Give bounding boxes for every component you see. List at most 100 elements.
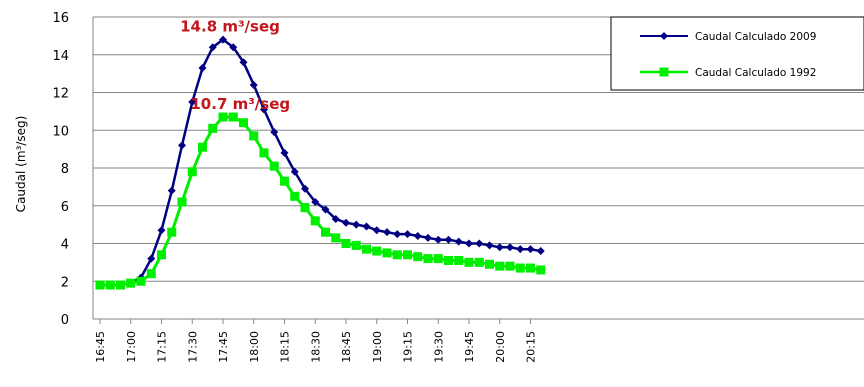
- y-tick-label: 6: [61, 200, 69, 215]
- data-point: [526, 263, 535, 273]
- x-tick-label: 18:00: [248, 331, 261, 363]
- data-point: [516, 245, 525, 254]
- legend-box: [610, 16, 864, 91]
- data-point: [331, 233, 341, 243]
- x-tick-label: 18:45: [340, 331, 353, 363]
- x-tick-label: 18:15: [279, 331, 292, 363]
- y-tick-label: 16: [52, 11, 69, 26]
- data-point: [392, 250, 402, 260]
- data-point: [126, 278, 136, 288]
- y-tick-label: 8: [61, 162, 69, 177]
- data-point: [105, 280, 115, 290]
- data-point: [198, 142, 207, 152]
- data-point: [177, 197, 187, 207]
- data-point: [147, 254, 156, 263]
- data-point: [208, 123, 218, 133]
- data-point: [423, 254, 433, 264]
- data-point: [434, 235, 443, 244]
- data-point: [280, 148, 289, 157]
- data-point: [433, 254, 443, 264]
- legend-marker: [660, 32, 668, 40]
- data-point: [229, 43, 238, 52]
- data-point: [311, 197, 320, 206]
- data-point: [362, 244, 371, 254]
- series-2: [95, 112, 546, 290]
- data-point: [362, 222, 371, 231]
- data-point: [321, 227, 330, 237]
- data-point: [403, 230, 412, 239]
- data-point: [95, 280, 105, 290]
- data-point: [382, 248, 392, 258]
- data-point: [342, 218, 350, 227]
- data-point: [239, 118, 248, 128]
- x-tick-label: 17:00: [125, 331, 138, 363]
- gridlines: [93, 16, 864, 282]
- data-point: [116, 280, 125, 290]
- data-point: [505, 261, 515, 271]
- legend: Caudal Calculado 2009 Caudal Calculado 19…: [610, 16, 864, 91]
- data-point: [249, 131, 259, 141]
- data-point: [331, 214, 340, 223]
- data-point: [269, 161, 279, 171]
- x-tick-label: 17:30: [186, 331, 199, 363]
- y-tick-label: 4: [61, 238, 69, 253]
- data-point: [157, 226, 166, 235]
- y-tick-labels: 0 2 4 6 8 10 12 14 16: [52, 11, 69, 328]
- data-point: [485, 259, 494, 269]
- data-point: [167, 186, 176, 195]
- data-point: [310, 216, 320, 226]
- data-point: [280, 176, 289, 186]
- data-point: [290, 191, 300, 201]
- data-point: [321, 205, 330, 214]
- data-point: [301, 184, 309, 193]
- y-tick-label: 0: [61, 313, 69, 328]
- data-point: [383, 228, 391, 237]
- data-point: [178, 141, 186, 150]
- data-point: [495, 261, 505, 271]
- data-point: [239, 58, 248, 67]
- x-tick-label: 18:30: [309, 331, 322, 363]
- legend-item: Caudal Calculado 1992: [640, 67, 816, 79]
- data-point: [393, 230, 402, 239]
- legend-label: Caudal Calculado 2009: [695, 31, 816, 43]
- x-tick-label: 17:45: [217, 331, 230, 363]
- data-point: [187, 167, 197, 177]
- data-point: [351, 240, 361, 250]
- legend-marker: [659, 67, 669, 77]
- data-point: [454, 237, 463, 246]
- data-point: [218, 112, 228, 122]
- legend-label: Caudal Calculado 1992: [695, 67, 816, 79]
- data-point: [372, 226, 381, 235]
- data-point: [219, 35, 227, 44]
- data-point: [157, 250, 166, 260]
- x-tick-label: 19:00: [371, 331, 384, 363]
- data-point: [249, 80, 258, 89]
- data-point: [403, 250, 412, 260]
- peak-annotation: 14.8 m³/seg: [180, 18, 280, 36]
- data-point: [526, 245, 535, 254]
- x-tick-labels: 16:45 17:00 17:15 17:30 17:45 18:00 18:15 18:30…: [94, 331, 538, 363]
- data-point: [270, 128, 279, 137]
- peak-annotation: 10.7 m³/seg: [190, 95, 290, 113]
- series-layer: [95, 35, 546, 290]
- data-point: [506, 243, 514, 252]
- y-tick-label: 14: [52, 49, 69, 64]
- data-point: [474, 257, 484, 267]
- y-axis-label: Caudal (m³/seg): [14, 116, 28, 213]
- x-tick-label: 19:30: [432, 331, 445, 363]
- data-point: [485, 241, 494, 250]
- data-point: [290, 167, 299, 176]
- data-point: [465, 239, 473, 248]
- x-tick-label: 16:45: [94, 331, 107, 363]
- data-point: [167, 227, 177, 237]
- data-point: [198, 63, 207, 72]
- x-tick-label: 20:15: [525, 331, 538, 363]
- series-line: [100, 115, 542, 287]
- data-point: [536, 265, 546, 275]
- data-point: [444, 255, 453, 265]
- x-tick-label: 20:00: [494, 331, 507, 363]
- data-point: [260, 105, 268, 114]
- data-point: [413, 231, 422, 240]
- data-point: [454, 255, 464, 265]
